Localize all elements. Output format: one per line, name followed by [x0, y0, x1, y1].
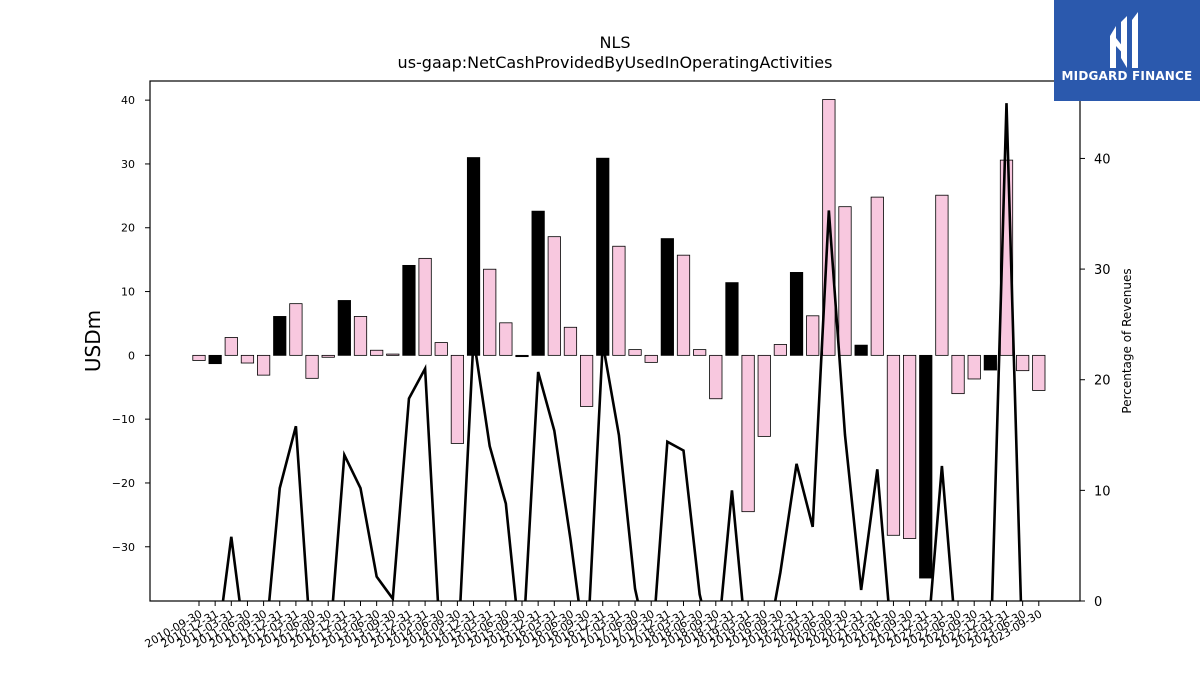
chart-title: NLS	[599, 33, 631, 52]
bar	[644, 354, 658, 363]
plot-frame	[149, 80, 1081, 602]
bar	[208, 354, 222, 365]
bar	[305, 354, 319, 379]
y2-tick-label: 20	[1094, 374, 1111, 389]
bar	[806, 315, 820, 356]
logo-mark-icon	[1110, 12, 1138, 68]
bar	[693, 349, 707, 356]
bar	[983, 354, 997, 371]
bar	[515, 354, 529, 358]
bar	[919, 354, 933, 579]
bar	[370, 349, 384, 356]
bar	[1032, 354, 1046, 391]
bar	[466, 157, 481, 356]
bar	[224, 337, 238, 356]
bar	[580, 354, 594, 407]
y2-tick-label: 0	[1094, 595, 1102, 610]
line-group	[221, 103, 1023, 601]
bar	[547, 236, 561, 356]
y2-tick-label: 10	[1094, 484, 1111, 499]
bar	[757, 354, 771, 437]
bar	[483, 268, 497, 356]
bar	[935, 194, 949, 356]
y-tick-label: 20	[121, 222, 135, 235]
y-tick-label: −10	[112, 413, 135, 426]
bar	[789, 272, 804, 356]
y-tick-label: −20	[112, 477, 135, 490]
bar	[1016, 354, 1030, 372]
bar	[870, 196, 884, 356]
bar	[256, 354, 271, 376]
bar	[402, 264, 416, 356]
bar	[596, 157, 610, 356]
chart-subtitle: us-gaap:NetCashProvidedByUsedInOperating…	[397, 53, 833, 72]
bar	[240, 354, 255, 364]
bar	[321, 354, 335, 358]
y-axis-left: −30 −20 −10 0 10 20 30 40	[112, 94, 150, 554]
bar	[725, 282, 739, 356]
y-axis-label: USDm	[81, 310, 105, 372]
logo-text: MIDGARD FINANCE	[1061, 69, 1193, 83]
bar	[854, 344, 868, 356]
bar	[434, 342, 448, 356]
bar	[903, 354, 917, 539]
y-tick-label: 0	[128, 349, 135, 362]
bar	[951, 354, 965, 395]
series-line	[221, 103, 1023, 601]
bar	[499, 322, 513, 356]
y-tick-label: −30	[112, 541, 135, 554]
brand-logo: MIDGARD FINANCE	[1054, 0, 1200, 101]
bar	[192, 354, 206, 361]
x-axis: 2010-09-302010-12-312011-03-312011-06-30…	[143, 601, 1044, 651]
y-tick-label: 30	[121, 158, 135, 171]
bar	[612, 245, 626, 356]
bar	[660, 238, 674, 356]
bars-group	[192, 99, 1046, 579]
bar	[709, 354, 723, 400]
y-tick-label: 10	[121, 286, 135, 299]
bar	[531, 210, 545, 356]
bar	[676, 254, 691, 356]
bar	[418, 257, 432, 356]
bar	[967, 354, 981, 380]
bar	[386, 353, 400, 356]
y-tick-label: 40	[121, 94, 135, 107]
bar	[450, 354, 465, 444]
bar	[563, 326, 578, 356]
bar	[773, 344, 788, 356]
y2-tick-label: 30	[1094, 263, 1111, 278]
y2-axis-label: Percentage of Revenues	[1120, 268, 1134, 413]
bar	[273, 316, 287, 356]
bar	[741, 354, 755, 513]
bar	[628, 349, 642, 356]
bar	[886, 354, 901, 536]
bar	[838, 206, 852, 356]
y-axis-right: 0 10 20 30 40	[1080, 152, 1111, 610]
bar	[337, 300, 351, 356]
y2-tick-label: 40	[1094, 152, 1111, 167]
bar	[289, 303, 303, 356]
bar	[353, 316, 368, 356]
